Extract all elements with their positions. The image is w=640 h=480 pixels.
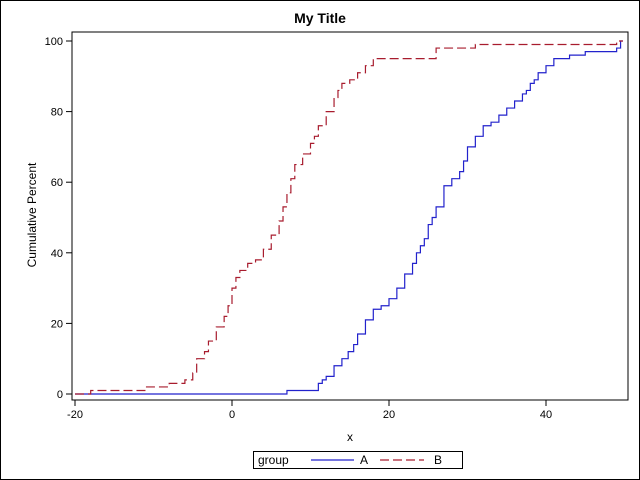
y-tick-label: 20: [51, 318, 63, 330]
x-tick-label: -20: [67, 409, 83, 421]
legend-b-label: B: [434, 453, 443, 467]
legend: group A B: [253, 451, 463, 469]
y-axis: 0 20 40 60 80 100: [45, 36, 72, 401]
y-axis-label: Cumulative Percent: [25, 162, 39, 268]
legend-a-label: A: [360, 453, 369, 467]
chart-title: My Title: [294, 10, 346, 26]
x-tick-label: 40: [540, 409, 552, 421]
series-b-line: [75, 40, 623, 395]
plot-frame: [71, 31, 629, 401]
y-tick-label: 0: [57, 389, 63, 401]
x-axis: -20 0 20 40: [67, 400, 552, 421]
series-a-line: [75, 40, 623, 395]
x-tick-label: 0: [229, 409, 235, 421]
y-tick-label: 100: [45, 36, 63, 48]
y-tick-label: 60: [51, 177, 63, 189]
y-tick-label: 40: [51, 248, 63, 260]
x-tick-label: 20: [383, 409, 395, 421]
x-axis-label: x: [347, 430, 353, 444]
legend-title: group: [258, 453, 289, 467]
y-tick-label: 80: [51, 107, 63, 119]
